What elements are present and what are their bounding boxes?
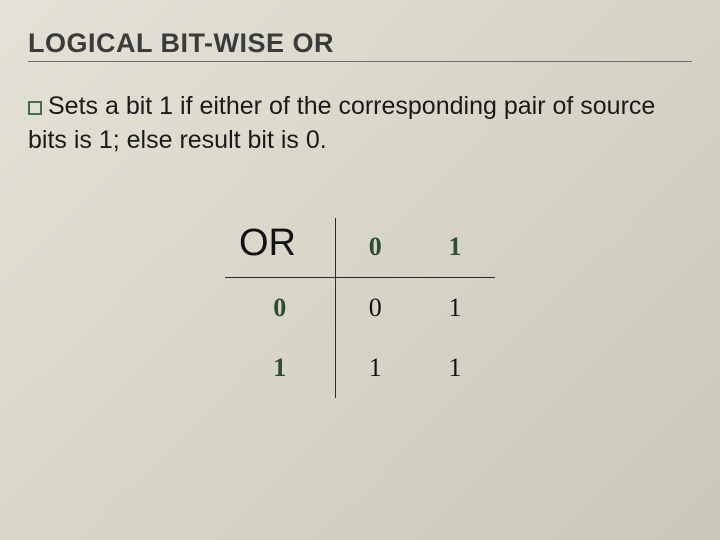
table-row: 1 1 1 xyxy=(225,338,495,398)
truth-table: OR 0 1 0 0 1 1 1 1 xyxy=(225,218,495,398)
table-row: OR 0 1 xyxy=(225,218,495,278)
slide-description: Sets a bit 1 if either of the correspond… xyxy=(28,90,692,158)
table-corner-label: OR xyxy=(225,218,335,278)
description-lead: Sets xyxy=(48,92,98,120)
table-cell: 1 xyxy=(415,278,495,338)
table-row-header: 1 xyxy=(225,338,335,398)
table-cell: 1 xyxy=(335,338,415,398)
table-col-header: 0 xyxy=(335,218,415,278)
table-col-header: 1 xyxy=(415,218,495,278)
square-bullet-icon xyxy=(28,101,42,115)
table-cell: 0 xyxy=(335,278,415,338)
table-cell: 1 xyxy=(415,338,495,398)
table-row-header: 0 xyxy=(225,278,335,338)
description-text: a bit 1 if either of the corresponding p… xyxy=(28,92,655,154)
table-row: 0 0 1 xyxy=(225,278,495,338)
slide-title: LOGICAL BIT-WISE OR xyxy=(28,28,692,62)
